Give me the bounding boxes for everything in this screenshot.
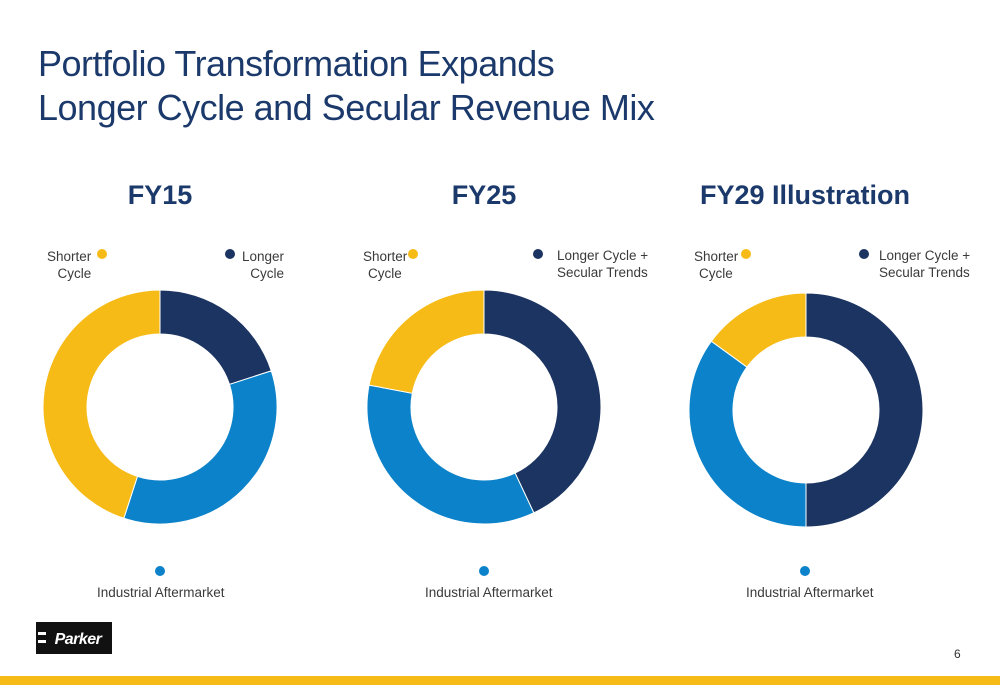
page-number: 6 [954,647,961,661]
parker-logo: Parker [36,622,112,654]
donut-slice-shorter-cycle-chart3 [710,292,807,368]
label-aftermarket-fy25: Industrial Aftermarket [425,585,553,600]
label-aftermarket-fy15: Industrial Aftermarket [97,585,225,600]
page-title: Portfolio Transformation Expands Longer … [38,42,655,130]
chart-title-fy29: FY29 Illustration [699,180,911,210]
donut-slice-longer-cycle-chart1 [159,289,272,386]
donut-slice-shorter-cycle-chart2 [368,289,485,394]
chart-title-fy15: FY15 [127,180,193,210]
label-aftermarket-fy29: Industrial Aftermarket [746,585,874,600]
page-title-line-1: Portfolio Transformation Expands [38,43,555,84]
donut-slice-industrial-aftermarket-chart2 [366,384,535,525]
donut-slice-longer-cycle-secular-trends-chart3 [805,292,924,528]
label-longer-cycle-fy25: Longer Cycle + Secular Trends [557,248,649,280]
chart-title-fy25: FY25 [451,180,517,210]
legend-dot-shorter-fy29 [741,249,751,259]
footer-accent-bar [0,676,1000,685]
legend-dot-aftermarket-fy15 [155,566,165,576]
label-shorter-cycle-fy25: Shorter Cycle [363,249,408,281]
legend-dot-aftermarket-fy29 [800,566,810,576]
donut-slice-industrial-aftermarket-chart1 [123,370,278,525]
legend-dot-longer-fy29 [859,249,869,259]
donut-slice-shorter-cycle-chart1 [42,289,161,519]
page-title-line-2: Longer Cycle and Secular Revenue Mix [38,87,655,128]
label-longer-cycle-fy15: Longer Cycle [242,249,285,281]
legend-dot-aftermarket-fy25 [479,566,489,576]
donut-slice-industrial-aftermarket-chart3 [688,340,807,528]
legend-dot-shorter-fy25 [408,249,418,259]
label-shorter-cycle-fy15: Shorter Cycle [47,249,92,281]
label-shorter-cycle-fy29: Shorter Cycle [694,249,739,281]
legend-dot-shorter-fy15 [97,249,107,259]
donut-slice-longer-cycle-secular-trends-chart2 [483,289,602,514]
legend-dot-longer-fy15 [225,249,235,259]
label-longer-cycle-fy29: Longer Cycle + Secular Trends [879,248,971,280]
svg-text:Parker: Parker [55,631,103,648]
legend-dot-longer-fy25 [533,249,543,259]
